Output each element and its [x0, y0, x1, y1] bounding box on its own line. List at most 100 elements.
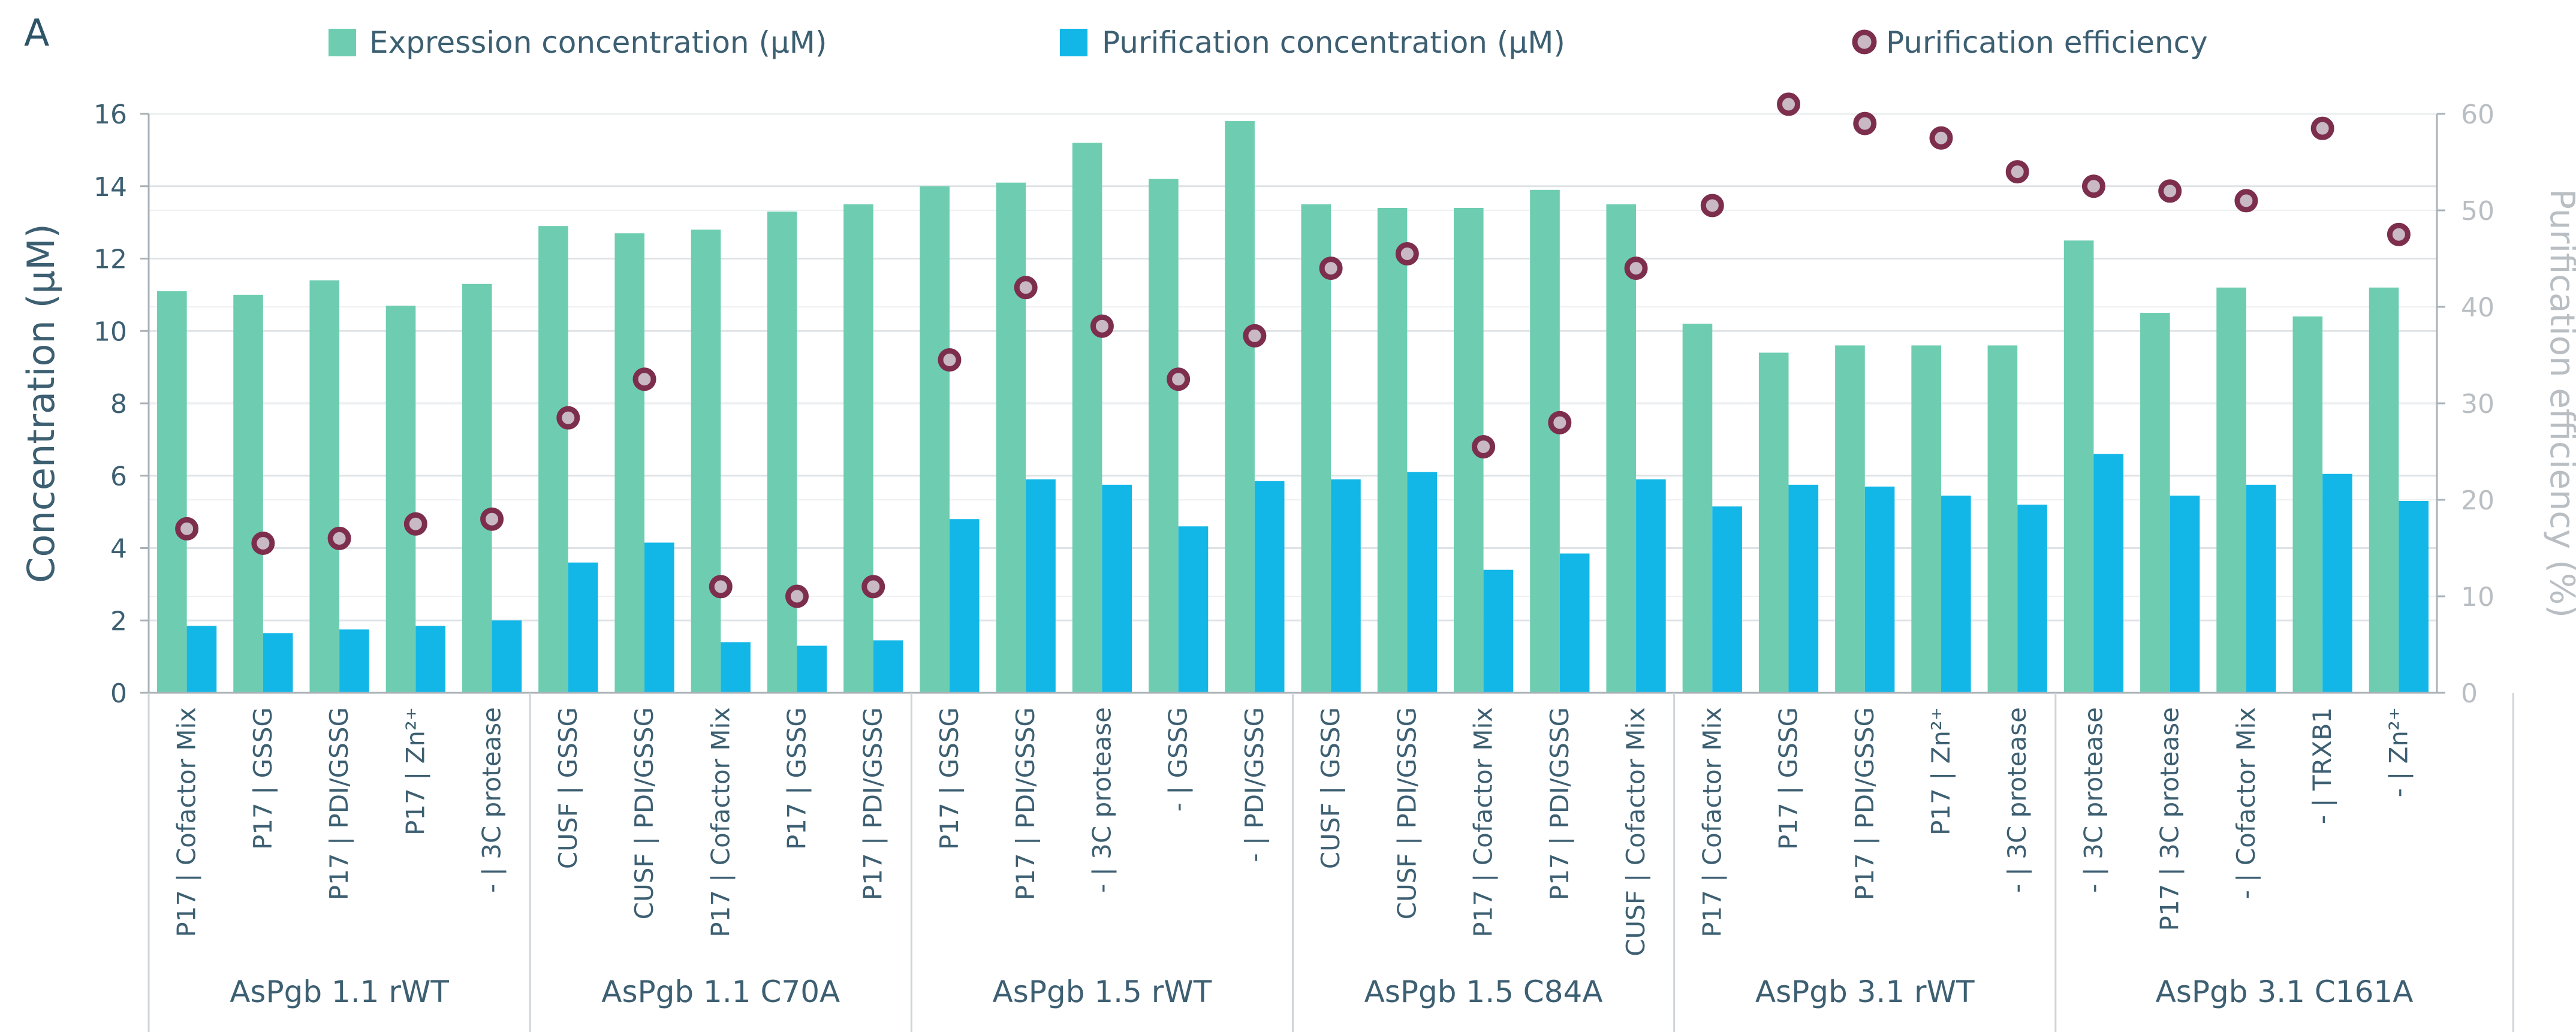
group-label: AsPgb 3.1 C161A [2156, 974, 2414, 1009]
bar-expression [538, 226, 568, 693]
efficiency-point [709, 575, 733, 599]
efficiency-point [2081, 174, 2105, 198]
efficiency-point [480, 507, 504, 531]
legend-swatch-expression [329, 29, 356, 56]
x-tick-labels: P17 | Cofactor Mix P17 | GSSG P17 | PDI/GS… [172, 707, 2414, 956]
panel-label: A [24, 11, 50, 55]
x-tick-label: CUSF | PDI/GSSG [1392, 707, 1421, 919]
y-tick-label: 6 [110, 461, 127, 492]
legend-label-purification: Purification concentration (μM) [1102, 25, 1565, 60]
bar-purification [263, 633, 293, 693]
y-right-tick-label: 0 [2461, 678, 2478, 709]
efficiency-point [1777, 92, 1801, 116]
bar-purification [2170, 495, 2200, 693]
bar-expression [1606, 204, 1637, 693]
axes-layer: 0 2 4 6 8 10 12 14 16 0 10 20 30 40 50 60 Concentration … [19, 99, 2576, 709]
bar-expression [1301, 204, 1331, 693]
bar-purification [415, 626, 445, 693]
group-label: AsPgb 1.1 rWT [230, 974, 449, 1009]
efficiency-point [861, 575, 885, 599]
bar-expression [2063, 240, 2094, 693]
legend-marker-efficiency [1852, 29, 1877, 55]
bar-purification [339, 629, 369, 693]
x-tick-label: P17 | Cofactor Mix [1469, 707, 1498, 937]
efficiency-point [1624, 257, 1648, 280]
efficiency-point [1090, 314, 1114, 338]
bar-expression [996, 182, 1026, 693]
x-tick-label: P17 | Cofactor Mix [1697, 707, 1727, 937]
y-tick-label: 8 [110, 389, 127, 420]
x-tick-label: CUSF | GSSG [553, 707, 583, 869]
efficiency-point [2158, 179, 2182, 203]
efficiency-point [2234, 189, 2258, 213]
bar-expression [309, 280, 340, 693]
bar-expression [1072, 143, 1102, 693]
grid-lines [149, 113, 2437, 694]
x-tick-label: P17 | GSSG [248, 707, 278, 850]
x-tick-label: P17 | GSSG [935, 707, 964, 850]
x-tick-label: CUSF | GSSG [1316, 707, 1345, 869]
efficiency-point [1319, 257, 1343, 280]
x-tick-label: - | 3C protease [1087, 707, 1116, 893]
y-tick-label: 16 [94, 99, 127, 130]
x-tick-label: P17 | Zn²⁺ [400, 707, 430, 835]
x-tick-label: P17 | PDI/GSSG [858, 707, 888, 900]
bar-purification [1026, 479, 1056, 693]
bar-purification [2399, 501, 2429, 693]
efficiency-point [1929, 126, 1953, 150]
x-tick-label: - | PDI/GSSG [1240, 707, 1269, 862]
x-tick-label: P17 | PDI/GSSG [1545, 707, 1574, 900]
y-right-tick-label: 10 [2461, 582, 2494, 612]
bar-expression [156, 291, 187, 693]
bar-expression [233, 294, 263, 693]
bar-purification [2322, 473, 2352, 693]
bar-purification [1178, 526, 1209, 693]
bar-purification [1559, 553, 1590, 693]
bar-purification [186, 626, 217, 693]
bar-purification [721, 642, 751, 693]
bar-expression [1911, 345, 1941, 693]
bar-purification [492, 620, 522, 693]
y-tick-label: 12 [94, 245, 127, 275]
bar-expression [614, 233, 645, 693]
bar-purification [873, 640, 903, 693]
efficiency-point [632, 367, 656, 391]
y-right-tick-label: 30 [2461, 389, 2494, 420]
efficiency-point [1853, 111, 1877, 135]
x-tick-label: - | 3C protease [2002, 707, 2032, 893]
efficiency-point [2005, 160, 2029, 184]
y-axis-title: Concentration (μM) [19, 224, 63, 583]
efficiency-point [1472, 434, 1496, 458]
x-tick-label: - | Zn²⁺ [2384, 707, 2413, 797]
bar-expression [1682, 324, 1713, 693]
bar-purification [568, 562, 598, 693]
efficiency-point [1243, 324, 1267, 348]
efficiency-point [403, 512, 427, 536]
efficiency-point [1167, 367, 1191, 391]
bar-expression [2216, 287, 2246, 693]
efficiency-point [327, 526, 351, 550]
bar-expression [2369, 287, 2399, 693]
bar-purification [949, 519, 980, 693]
bar-purification [1788, 484, 1819, 693]
x-tick-label: CUSF | PDI/GSSG [629, 707, 659, 919]
group-label: AsPgb 1.5 rWT [993, 974, 1212, 1009]
x-tick-label: - | 3C protease [2078, 707, 2108, 893]
bar-purification [797, 645, 827, 693]
bar-expression [462, 283, 492, 693]
group-label: AsPgb 3.1 rWT [1755, 974, 1975, 1009]
bar-expression [767, 212, 797, 693]
y-tick-label: 0 [110, 678, 127, 709]
bar-expression [2292, 316, 2323, 693]
group-label: AsPgb 1.1 C70A [601, 974, 840, 1009]
efficiency-point [175, 517, 199, 541]
x-tick-label: P17 | PDI/GSSG [324, 707, 354, 900]
legend-label-expression: Expression concentration (μM) [369, 25, 827, 60]
legend-swatch-purification [1060, 29, 1087, 56]
legend-label-efficiency: Purification efficiency [1886, 25, 2208, 60]
efficiency-point [2387, 222, 2411, 246]
x-tick-label: P17 | GSSG [1774, 707, 1803, 850]
bars-layer [156, 121, 2429, 693]
x-tick-label: P17 | PDI/GSSG [1011, 707, 1040, 900]
x-tick-label: CUSF | Cofactor Mix [1621, 707, 1650, 956]
